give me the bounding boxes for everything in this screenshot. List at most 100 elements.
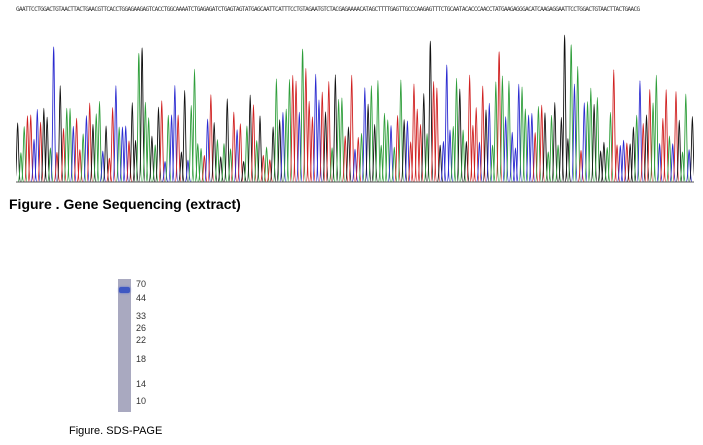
trace-peak-A [593,97,601,183]
trace-peak-G [128,102,136,183]
trace-peak-A [374,80,382,183]
trace-peak-T [230,111,238,183]
trace-peak-C [161,160,169,183]
marker-label-33: 33 [136,311,147,321]
trace-peak-T [158,100,166,183]
trace-peak-C [512,147,519,183]
trace-peak-C [669,143,677,183]
trace-peak-C [476,141,483,183]
trace-peak-A [679,151,686,183]
trace-peak-G [675,119,683,183]
trace-peak-T [472,107,480,183]
trace-peak-A [544,151,552,183]
marker-label-22: 22 [136,335,147,345]
trace-peak-C [50,46,58,183]
trace-peak-C [295,111,303,183]
trace-peak-A [449,125,457,183]
trace-peak-G [43,116,51,183]
sds-page-figure-caption: Figure. SDS-PAGE [69,425,163,437]
trace-peak-T [410,83,418,183]
trace-peak-T [325,80,333,183]
trace-peak-G [178,151,185,183]
trace-peak-A [328,147,336,183]
trace-peak-C [171,85,179,183]
trace-peak-A [338,97,346,183]
marker-label-10: 10 [136,396,147,406]
trace-peak-T [662,89,670,183]
trace-peak-G [688,116,694,183]
trace-peak-G [181,89,189,183]
trace-peak-T [577,150,585,183]
trace-peak-A [390,146,398,183]
marker-label-70: 70 [136,279,147,289]
trace-peak-G [240,160,248,183]
trace-peak-T [207,94,215,183]
trace-peak-T [407,141,415,183]
trace-peak-T [348,74,356,183]
trace-peak-T [672,90,680,183]
trace-peak-G [345,126,352,183]
trace-peak-C [636,80,644,183]
trace-peak-A [682,93,690,183]
trace-peak-C [99,150,107,183]
trace-peak-C [184,159,192,183]
trace-peak-G [138,47,146,183]
trace-peak-C [443,64,451,183]
trace-peak-T [174,114,182,183]
chromatogram-trace [16,34,694,183]
trace-peak-G [541,112,549,183]
trace-peak-A [227,148,234,183]
trace-peak-T [53,151,61,183]
trace-peak-G [564,138,572,183]
trace-peak-G [132,139,139,183]
trace-peak-A [151,144,159,183]
trace-peak-T [433,87,441,183]
trace-peak-A [17,152,25,183]
trace-peak-A [652,74,660,183]
trace-peak-T [236,123,244,183]
marker-label-18: 18 [136,354,147,364]
trace-peak-A [46,147,54,183]
trace-peak-G [102,125,110,183]
trace-peak-G [223,98,231,183]
trace-peak-G [420,92,428,183]
trace-peak-T [125,140,133,183]
marker-label-26: 26 [136,323,147,333]
trace-peak-A [220,143,228,183]
trace-peak-A [358,132,365,183]
trace-peak-A [377,144,385,183]
trace-peak-G [456,88,464,183]
trace-peak-G [56,85,64,183]
trace-peak-A [489,144,496,183]
trace-peak-T [105,157,113,183]
trace-peak-T [466,74,474,183]
trace-peak-G [462,140,470,183]
trace-peak-G [371,124,379,183]
sds-page-gel-lane [118,279,131,412]
trace-peak-G [561,34,569,183]
trace-peak-G [16,122,22,183]
trace-peak-G [269,126,277,183]
trace-peak-C [112,85,120,183]
trace-peak-C [685,149,693,183]
trace-peak-A [574,65,582,183]
trace-peak-T [73,117,80,183]
trace-peak-T [610,69,618,183]
marker-label-14: 14 [136,379,147,389]
sequence-base-calls: GAATTCCTGGACTGTAACTTACTGAACGTTCACCTGGAGA… [16,6,640,13]
protein-band [119,287,130,293]
trace-peak-A [505,80,513,183]
sequencing-figure-caption: Figure . Gene Sequencing (extract) [9,196,241,212]
trace-peak-T [200,155,208,183]
trace-peak-A [96,100,103,183]
trace-peak-G [551,101,559,183]
marker-label-44: 44 [136,293,147,303]
trace-peak-C [485,102,493,183]
trace-peak-G [557,116,565,183]
trace-peak-A [603,147,611,183]
trace-peak-T [250,104,257,183]
trace-peak-G [426,40,434,183]
trace-peak-A [191,68,198,183]
trace-peak-T [266,159,274,183]
trace-peak-C [440,140,447,183]
